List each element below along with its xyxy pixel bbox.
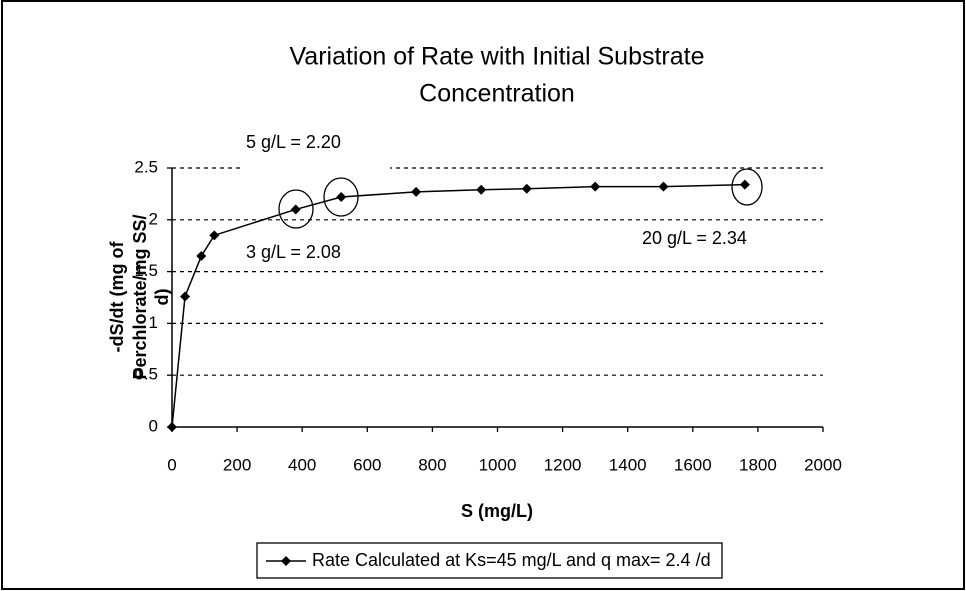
data-point bbox=[521, 183, 532, 194]
y-tick-label: 0 bbox=[149, 416, 158, 435]
x-tick-label: 1200 bbox=[544, 455, 582, 474]
x-tick-label: 200 bbox=[223, 455, 251, 474]
data-point bbox=[411, 186, 422, 197]
legend bbox=[256, 542, 723, 579]
highlight-circle bbox=[323, 177, 359, 217]
data-point bbox=[476, 184, 487, 195]
x-tick-label: 800 bbox=[418, 455, 446, 474]
legend-label: Rate Calculated at Ks=45 mg/L and q max=… bbox=[312, 550, 711, 570]
label-backing bbox=[240, 162, 390, 176]
y-tick-label: 2.5 bbox=[134, 157, 158, 176]
annotation: 20 g/L = 2.34 bbox=[642, 228, 747, 248]
legend-marker bbox=[281, 556, 291, 566]
x-tick-label: 400 bbox=[288, 455, 316, 474]
x-tick-label: 1000 bbox=[479, 455, 517, 474]
chart-title: Concentration bbox=[419, 80, 575, 108]
x-tick-label: 600 bbox=[353, 455, 381, 474]
data-point bbox=[658, 181, 669, 192]
y-tick-label: 1 bbox=[149, 313, 158, 332]
y-tick-label: 1.5 bbox=[134, 261, 158, 280]
x-tick-label: 1800 bbox=[739, 455, 777, 474]
data-point bbox=[336, 192, 347, 203]
data-point bbox=[739, 179, 750, 190]
x-tick-label: 1400 bbox=[609, 455, 647, 474]
x-tick-label: 0 bbox=[167, 455, 176, 474]
y-tick-label: 0.5 bbox=[134, 365, 158, 384]
data-point bbox=[180, 291, 191, 302]
annotation: 5 g/L = 2.20 bbox=[246, 132, 341, 152]
x-axis-title: S (mg/L) bbox=[461, 501, 533, 521]
x-tick-label: 1600 bbox=[674, 455, 712, 474]
data-point bbox=[196, 251, 207, 262]
annotation: 3 g/L = 2.08 bbox=[246, 242, 341, 262]
x-tick-label: 2000 bbox=[804, 455, 842, 474]
data-point bbox=[290, 204, 301, 215]
data-point bbox=[167, 422, 177, 432]
y-axis-title: -dS/dt (mg of bbox=[107, 241, 127, 353]
chart-title: Variation of Rate with Initial Substrate bbox=[289, 43, 704, 71]
y-tick-label: 2 bbox=[149, 209, 158, 228]
series-line bbox=[171, 183, 745, 428]
y-axis-title: d) bbox=[152, 289, 172, 306]
data-point bbox=[590, 181, 601, 192]
y-axis-title: Perchlorate/mg SS/ bbox=[130, 214, 150, 379]
highlight-circle bbox=[278, 189, 314, 229]
highlight-circle bbox=[731, 168, 763, 206]
data-point bbox=[209, 230, 220, 241]
